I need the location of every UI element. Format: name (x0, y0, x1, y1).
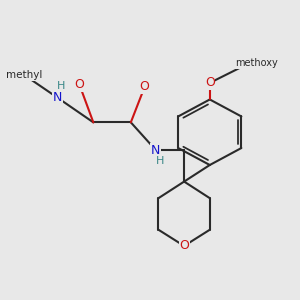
Text: methyl: methyl (6, 70, 42, 80)
Text: N: N (53, 92, 62, 104)
Text: O: O (179, 239, 189, 252)
Text: O: O (75, 78, 84, 92)
Text: H: H (155, 156, 164, 166)
Text: H: H (57, 81, 65, 91)
Text: O: O (140, 80, 150, 93)
Text: N: N (151, 143, 160, 157)
Text: methoxy: methoxy (235, 58, 278, 68)
Text: O: O (205, 76, 215, 89)
